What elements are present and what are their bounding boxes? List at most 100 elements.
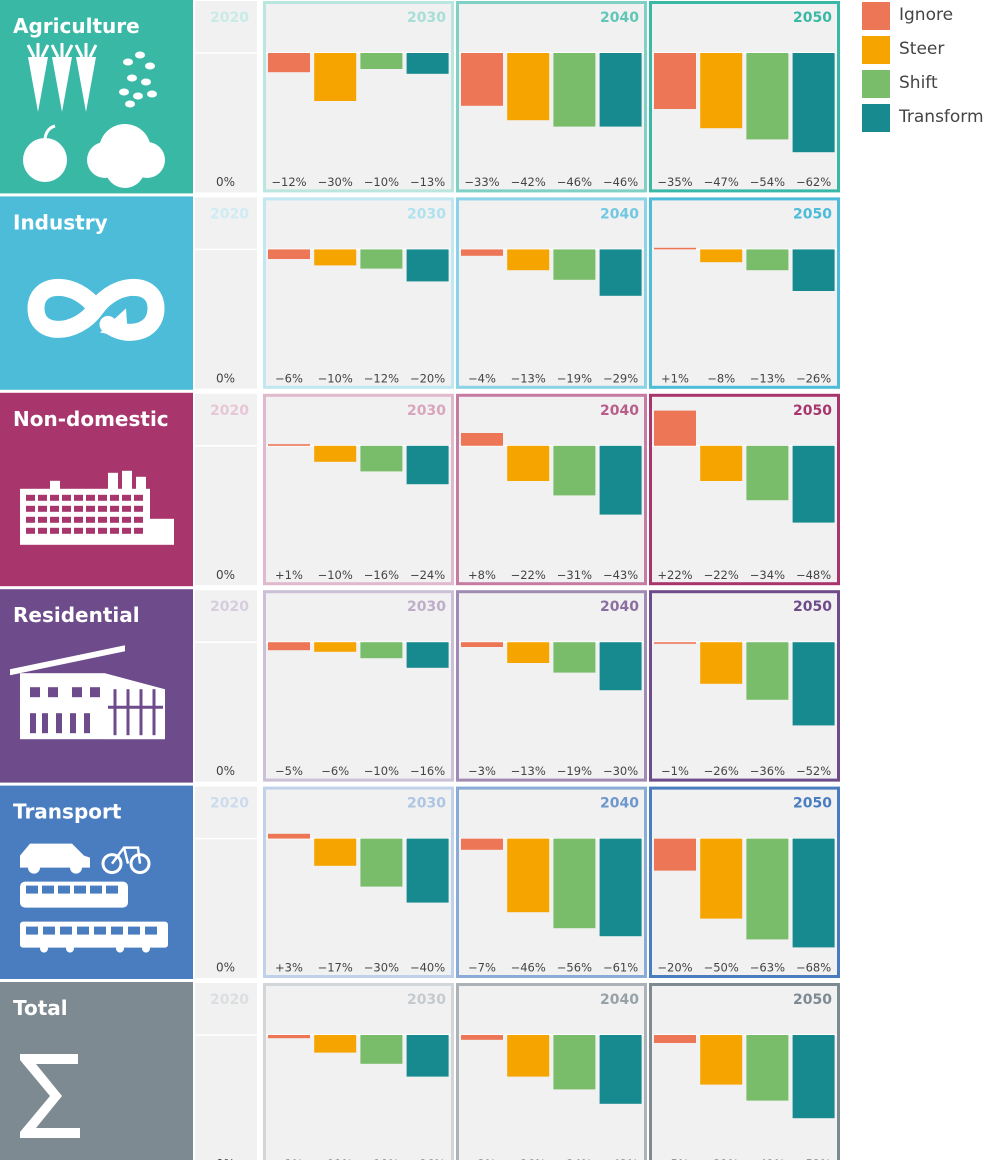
bar-total-2030-steer xyxy=(314,1035,357,1053)
factory-window xyxy=(98,527,107,534)
house-roof xyxy=(10,645,125,676)
sector-icon-group xyxy=(20,843,168,953)
bar-transport-2040-transform xyxy=(599,838,642,937)
bar-industry-2040-steer xyxy=(507,249,550,271)
data-label: −63% xyxy=(750,961,785,975)
bar-total-2040-shift xyxy=(553,1035,596,1090)
tram-window xyxy=(77,926,89,935)
carrot-apple-lettuce-icon xyxy=(23,43,165,188)
data-label: −20% xyxy=(410,371,445,385)
bar-industry-2050-transform xyxy=(792,249,835,291)
panel-border xyxy=(263,393,454,586)
row-total: Total 2020 0% 2030 −2% −11% −18% −26% 2040 −3% −26… xyxy=(0,982,840,1160)
year-label-2020: 2020 xyxy=(210,206,249,222)
car-wheel xyxy=(28,861,40,874)
panel-border xyxy=(263,590,454,782)
panel-bg xyxy=(263,1,454,193)
tram-wheel xyxy=(116,944,124,953)
data-label: −12% xyxy=(364,371,399,385)
factory-window xyxy=(62,494,71,501)
data-label: −20% xyxy=(657,961,692,975)
data-label: −7% xyxy=(468,961,496,975)
data-label: −29% xyxy=(603,371,638,385)
carrot-0 xyxy=(28,57,48,112)
bar-total-2040-steer xyxy=(507,1035,550,1077)
bar-industry-2030-ignore xyxy=(268,249,310,259)
bar-total-2050-shift xyxy=(746,1035,789,1101)
factory-window xyxy=(122,527,131,534)
data-label: −68% xyxy=(796,961,831,975)
factory-window xyxy=(38,527,47,534)
bar-non-domestic-2050-ignore xyxy=(654,410,696,446)
data-label: −13% xyxy=(750,371,785,385)
data-label: −10% xyxy=(364,764,399,778)
panel-residential-2040: 2040 −3% −13% −19% −30% xyxy=(456,590,647,782)
data-label: −6% xyxy=(321,764,349,778)
year-label-2050: 2050 xyxy=(793,403,832,419)
panel-border xyxy=(456,1,647,193)
panel-border xyxy=(456,786,647,978)
apple-stem xyxy=(43,124,56,139)
data-label: −26% xyxy=(511,1157,546,1160)
house-door xyxy=(30,713,36,734)
panel-transport-2030: 2030 +3% −17% −30% −40% xyxy=(263,786,454,978)
factory-window xyxy=(98,494,107,501)
panel-border xyxy=(456,983,647,1160)
year-label-2020: 2020 xyxy=(210,403,249,419)
bar-transport-2040-ignore xyxy=(461,838,503,850)
bean-1 xyxy=(135,51,145,59)
baseline-label: 0% xyxy=(216,568,235,582)
bar-transport-2030-steer xyxy=(314,838,357,866)
bar-non-domestic-2040-steer xyxy=(507,445,550,481)
sector-icon-group xyxy=(20,1054,80,1138)
bus-window xyxy=(74,885,86,894)
data-label: −46% xyxy=(603,175,638,189)
year-label-2040: 2040 xyxy=(600,403,639,419)
data-label: −34% xyxy=(750,568,785,582)
bar-agriculture-2040-ignore xyxy=(461,53,503,106)
data-label: −34% xyxy=(557,1157,592,1160)
data-label: −52% xyxy=(796,1157,831,1160)
bar-agriculture-2030-shift xyxy=(360,53,403,69)
bar-non-domestic-2050-steer xyxy=(700,445,743,481)
year-label-2020: 2020 xyxy=(210,10,249,26)
baseline-label: 0% xyxy=(216,1157,235,1160)
bar-residential-2050-transform xyxy=(792,642,835,726)
bar-agriculture-2030-ignore xyxy=(268,53,310,73)
bar-residential-2050-shift xyxy=(746,642,789,700)
tram-wheel xyxy=(40,944,48,953)
panel-bg xyxy=(195,1,257,193)
bar-total-2050-steer xyxy=(700,1035,743,1085)
bar-non-domestic-2030-transform xyxy=(406,445,449,485)
data-label: −10% xyxy=(364,175,399,189)
data-label: −41% xyxy=(750,1157,785,1160)
year-label-2020: 2020 xyxy=(210,796,249,812)
tram-window xyxy=(145,926,157,935)
panel-border xyxy=(456,590,647,782)
bean-7 xyxy=(147,90,157,98)
bus-window xyxy=(90,885,102,894)
bar-industry-2040-transform xyxy=(599,249,642,296)
bean-0 xyxy=(123,58,133,66)
bar-industry-2030-shift xyxy=(360,249,403,269)
bar-transport-2040-shift xyxy=(553,838,596,929)
legend-label-ignore: Ignore xyxy=(899,5,954,25)
data-label: −56% xyxy=(557,961,592,975)
chimney-1 xyxy=(108,472,118,491)
baseline-label: 0% xyxy=(216,175,235,189)
factory-window xyxy=(50,494,59,501)
data-label: −5% xyxy=(661,1157,689,1160)
car xyxy=(20,843,90,868)
tram-wheel xyxy=(142,944,150,953)
bar-transport-2050-steer xyxy=(700,838,743,919)
panel-border xyxy=(263,1,454,193)
data-label: −62% xyxy=(796,175,831,189)
row-non-domestic: Non-domestic 2020 0% 2030 +1% −10% −16% −24% 204… xyxy=(0,392,840,587)
bar-industry-2030-steer xyxy=(314,249,357,266)
data-label: −17% xyxy=(318,961,353,975)
sector-icon-group xyxy=(23,43,165,188)
data-label: −22% xyxy=(704,568,739,582)
year-label-2030: 2030 xyxy=(407,10,446,26)
bar-non-domestic-2030-shift xyxy=(360,445,403,472)
